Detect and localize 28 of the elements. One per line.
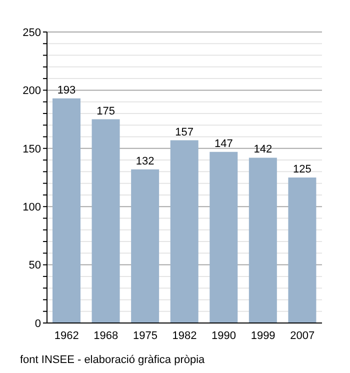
x-tick-label: 1962 [54, 330, 79, 342]
x-tick-label: 2007 [290, 330, 315, 342]
data-label: 175 [96, 105, 115, 118]
bar [170, 140, 198, 323]
x-tick-label: 1975 [132, 330, 158, 342]
y-tick-label: 250 [22, 26, 41, 39]
bar [92, 119, 120, 323]
bar [248, 158, 277, 323]
y-tick-label: 150 [22, 143, 41, 156]
data-label: 147 [214, 138, 233, 150]
x-tick-label: 1999 [250, 330, 276, 342]
data-label: 132 [136, 155, 154, 168]
data-label: 142 [254, 144, 272, 156]
y-tick-label: 100 [22, 202, 41, 214]
x-tick-label: 1968 [94, 330, 118, 342]
y-tick-label: 0 [34, 318, 41, 330]
bar [288, 178, 316, 323]
y-tick-label: 200 [22, 85, 41, 98]
x-tick-label: 1990 [212, 330, 236, 342]
y-tick-label: 50 [28, 260, 41, 272]
bar [210, 152, 238, 323]
bar [52, 98, 80, 323]
text: font INSEE - elaboració gràfica pròpia [20, 354, 205, 366]
data-label: 157 [175, 126, 194, 138]
x-tick-label: 1982 [172, 330, 197, 342]
data-label: 125 [293, 164, 312, 176]
data-label: 193 [57, 84, 76, 96]
bar [131, 169, 160, 323]
